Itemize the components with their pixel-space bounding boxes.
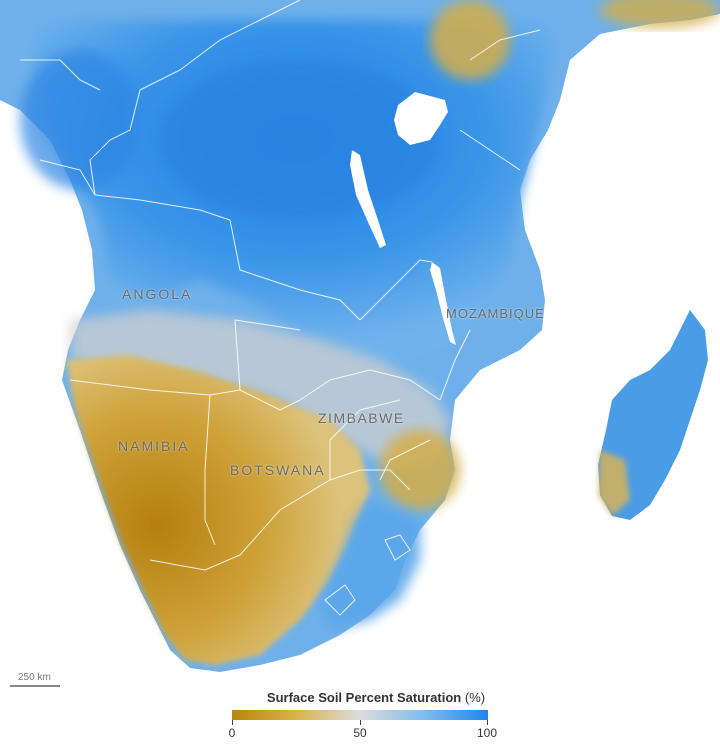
label-mozambique: MOZAMBIQUE: [446, 306, 545, 321]
transition-band: [70, 310, 450, 470]
label-botswana: BOTSWANA: [230, 462, 326, 478]
dry-zone-east: [380, 430, 460, 510]
dry-zone-northeast: [430, 0, 510, 80]
lake-tanganyika: [350, 150, 386, 248]
lake-malawi: [430, 262, 456, 345]
label-zimbabwe: ZIMBABWE: [318, 410, 405, 426]
wet-southeast: [320, 500, 420, 630]
deep-wet-zone: [160, 60, 440, 220]
madagascar-dry-southwest: [598, 450, 630, 516]
scale-bar: 250 km: [10, 672, 62, 687]
legend: Surface Soil Percent Saturation (%) 0 50…: [226, 690, 506, 740]
legend-tick-50: [360, 720, 361, 725]
lake-victoria: [394, 92, 448, 145]
legend-tick-100: [487, 720, 488, 725]
scale-bar-label: 250 km: [18, 672, 51, 683]
scale-bar-line: [10, 685, 60, 687]
legend-color-bar: [232, 710, 488, 720]
legend-tick-label-0: 0: [228, 726, 236, 740]
country-borders: [20, 0, 541, 616]
legend-unit: (%): [464, 690, 486, 705]
label-angola: ANGOLA: [122, 286, 193, 302]
legend-tick-label-50: 50: [353, 726, 367, 740]
legend-tick-label-100: 100: [476, 726, 498, 740]
label-namibia: NAMIBIA: [118, 438, 190, 454]
legend-title-row: Surface Soil Percent Saturation (%): [246, 690, 506, 705]
legend-ticks: [232, 720, 488, 726]
legend-title: Surface Soil Percent Saturation: [266, 690, 462, 705]
dry-zone-top-right: [600, 0, 720, 28]
legend-tick-0: [232, 720, 233, 725]
dry-region: [66, 355, 370, 665]
deep-wet-zone-west: [20, 50, 140, 190]
